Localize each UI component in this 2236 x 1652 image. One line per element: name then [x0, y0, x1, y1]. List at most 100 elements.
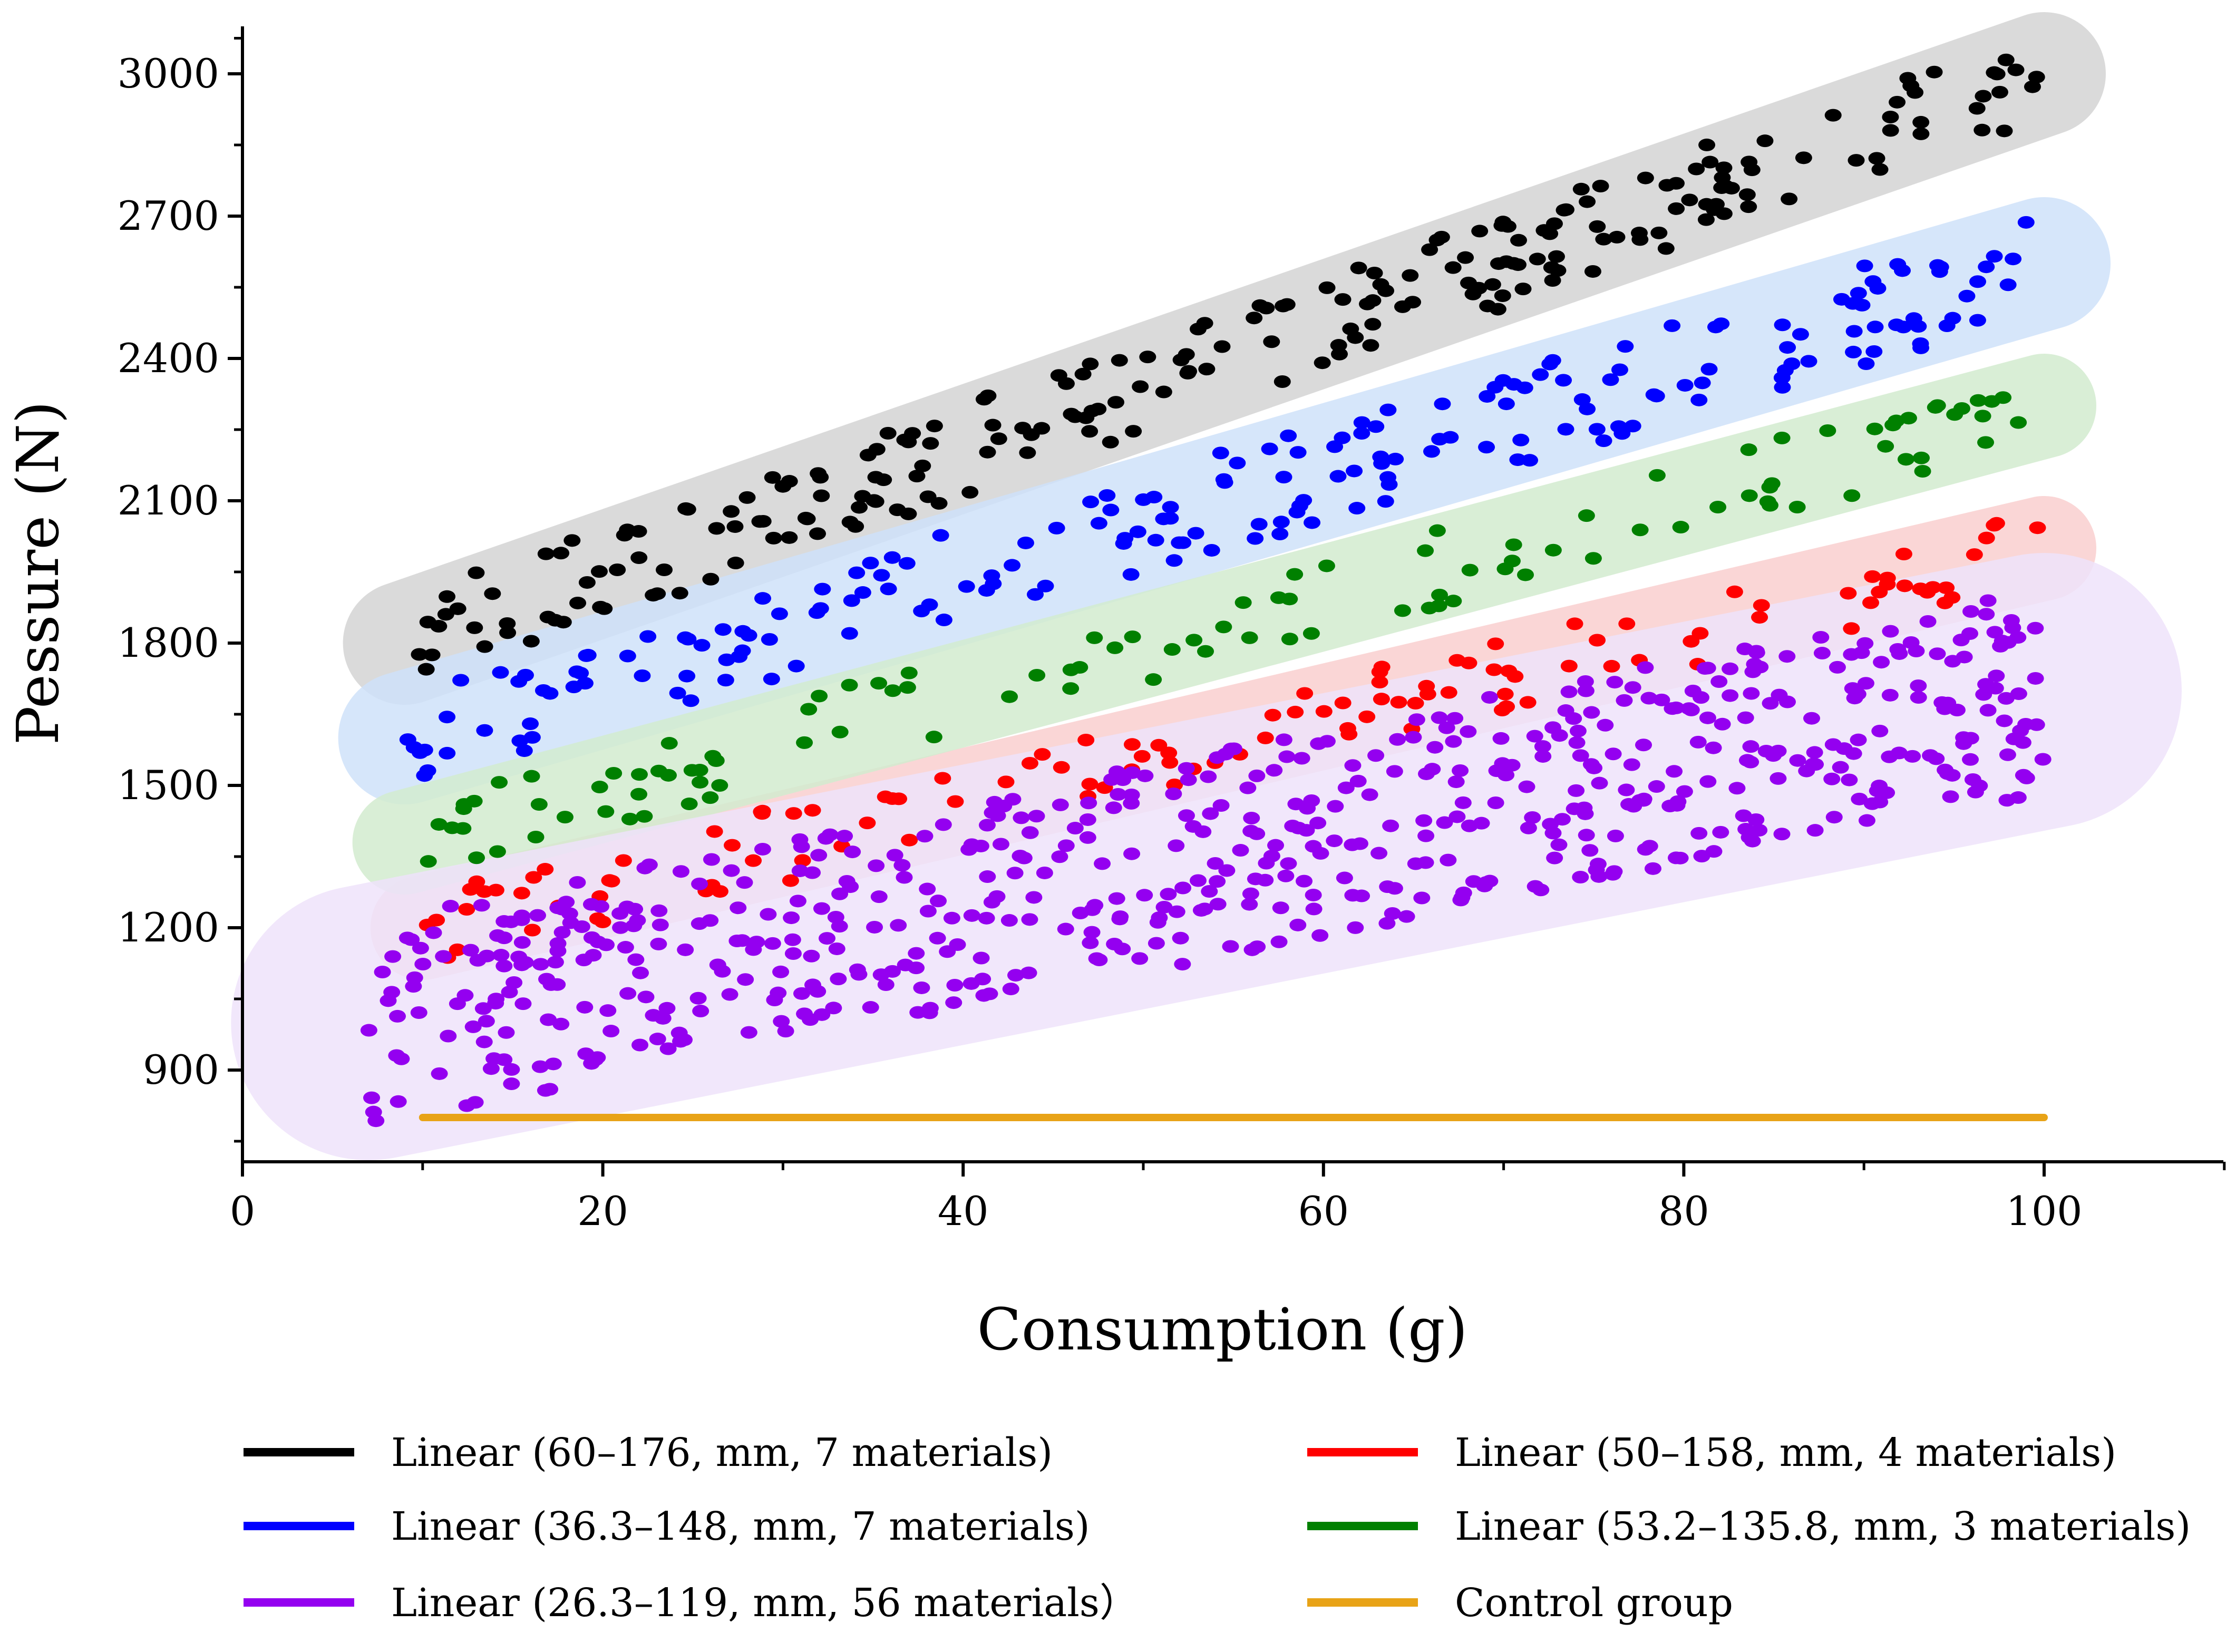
data-point [1057, 377, 1075, 390]
data-point [578, 649, 595, 662]
data-point [1871, 586, 1888, 599]
data-point [1479, 390, 1496, 403]
data-point [1637, 171, 1654, 184]
data-point [1803, 712, 1821, 725]
data-point [868, 859, 885, 872]
data-point [1367, 420, 1385, 433]
data-point [1899, 72, 1917, 85]
data-point [1286, 568, 1304, 581]
data-point [510, 950, 528, 964]
data-point [2027, 621, 2044, 635]
data-point [714, 623, 732, 636]
data-point [1697, 213, 1715, 226]
data-point [1589, 858, 1607, 871]
data-point [848, 566, 866, 579]
data-point [639, 630, 657, 643]
legend-label: Linear (60–176, mm, 7 materials) [391, 1430, 1053, 1475]
data-point [919, 905, 937, 918]
data-point [660, 737, 678, 750]
data-point [456, 989, 474, 1002]
data-point [785, 807, 802, 820]
data-point [726, 520, 744, 533]
data-point [1778, 650, 1796, 663]
data-point [1478, 441, 1495, 454]
data-point [1423, 445, 1440, 458]
data-point [495, 915, 513, 928]
data-point [899, 681, 916, 694]
data-point [1557, 704, 1574, 717]
data-point [796, 736, 813, 749]
data-point [1928, 752, 1945, 765]
scatter-points [360, 53, 2052, 1128]
data-point [1592, 179, 1609, 192]
data-point [1115, 537, 1132, 550]
data-point [1584, 265, 1601, 278]
data-point [1715, 207, 1733, 220]
data-point [549, 978, 566, 991]
data-point [1476, 879, 1493, 892]
data-point [503, 1077, 520, 1091]
data-point [672, 865, 689, 878]
data-point [1843, 622, 1860, 635]
data-point [1688, 162, 1705, 176]
data-point [565, 681, 582, 694]
data-point [1021, 913, 1038, 926]
data-point [1135, 493, 1152, 506]
data-point [1445, 735, 1462, 748]
data-point [862, 557, 879, 570]
legend-item: Linear (26.3–119, mm, 56 materials） [244, 1580, 1139, 1626]
data-point [890, 919, 907, 932]
data-point [2010, 416, 2027, 429]
data-point [1698, 198, 1715, 211]
data-point [1689, 735, 1707, 749]
x-ticks: 0 20 40 60 80 100 [230, 1162, 2226, 1235]
data-point [1607, 829, 1624, 842]
data-point [1544, 543, 1562, 557]
data-point [498, 1026, 515, 1039]
data-point [1298, 824, 1315, 837]
data-point [1079, 831, 1096, 844]
data-point [1648, 469, 1666, 482]
data-point [1161, 756, 1179, 769]
data-point [1800, 355, 1817, 368]
data-point [1209, 751, 1226, 764]
data-point [1334, 293, 1352, 306]
data-point [1542, 818, 1559, 831]
data-point [602, 1025, 620, 1038]
data-point [1566, 617, 1583, 630]
data-point [630, 788, 648, 801]
data-point [1102, 503, 1120, 517]
data-point [1544, 721, 1562, 734]
data-point [1447, 775, 1465, 789]
data-point [831, 887, 849, 900]
data-point [1077, 733, 1095, 746]
data-point [900, 666, 918, 679]
data-point [1361, 788, 1378, 801]
data-point [1464, 287, 1482, 300]
trend-band [343, 12, 2106, 705]
data-point [764, 471, 781, 484]
data-point [537, 1084, 554, 1097]
data-point [523, 770, 540, 783]
data-point [1216, 476, 1233, 489]
data-point [1929, 647, 1946, 660]
data-point [1924, 581, 1941, 594]
data-point [1165, 554, 1183, 567]
data-point [1145, 673, 1162, 686]
data-point [1334, 696, 1352, 710]
data-point [1869, 281, 1887, 295]
data-point [1618, 617, 1636, 630]
data-point [1510, 234, 1528, 247]
data-point [810, 467, 827, 480]
data-point [1742, 740, 1759, 753]
data-point [1912, 582, 1929, 596]
data-point [1266, 764, 1283, 777]
data-point [652, 918, 669, 931]
data-point [1765, 749, 1782, 762]
data-point [870, 890, 888, 903]
data-point [1595, 232, 1612, 246]
data-point [1995, 391, 2012, 404]
data-point [1572, 871, 1589, 884]
data-point [789, 895, 806, 908]
data-point [1364, 318, 1382, 331]
